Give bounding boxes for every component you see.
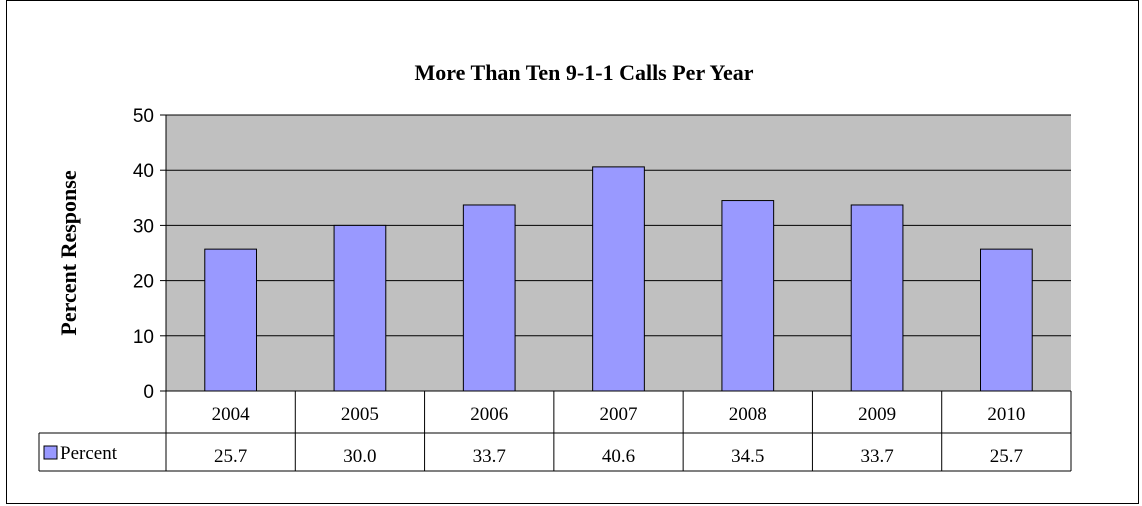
bar-2004 bbox=[204, 248, 258, 392]
bar-2009 bbox=[850, 204, 904, 392]
data-label-2008: 34.5 bbox=[731, 446, 764, 467]
y-tick-label-30: 30 bbox=[133, 216, 154, 237]
x-tick-label-2004: 2004 bbox=[212, 404, 251, 425]
x-tick-label-2008: 2008 bbox=[729, 404, 767, 425]
data-label-2010: 25.7 bbox=[990, 446, 1023, 467]
bar-2008 bbox=[721, 200, 775, 392]
plot-area: 0 10 20 30 40 50 2004 25.7 2005 30.0 2006 33.7 2007 4… bbox=[38, 106, 1072, 472]
y-tick-label-0: 0 bbox=[143, 382, 154, 403]
y-tick-label-20: 20 bbox=[133, 272, 154, 293]
x-tick-label-2009: 2009 bbox=[858, 404, 896, 425]
y-tick-label-40: 40 bbox=[133, 161, 154, 182]
x-tick-label-2010: 2010 bbox=[987, 404, 1025, 425]
data-label-2006: 33.7 bbox=[473, 446, 506, 467]
bar-2007 bbox=[592, 166, 645, 392]
data-label-2007: 40.6 bbox=[602, 446, 635, 467]
chart-svg: More Than Ten 9-1-1 Calls Per Year Perce… bbox=[38, 60, 1072, 472]
bar-2006 bbox=[462, 204, 516, 392]
bar-2010 bbox=[980, 248, 1033, 392]
x-tick-label-2006: 2006 bbox=[470, 404, 508, 425]
chart-frame: More Than Ten 9-1-1 Calls Per Year Perce… bbox=[6, 0, 1139, 504]
data-label-2005: 30.0 bbox=[343, 446, 376, 467]
chart-title: More Than Ten 9-1-1 Calls Per Year bbox=[415, 60, 754, 85]
bar-2005 bbox=[333, 224, 387, 392]
data-label-2004: 25.7 bbox=[214, 446, 247, 467]
x-tick-label-2007: 2007 bbox=[600, 404, 638, 425]
legend-label-percent: Percent bbox=[60, 443, 118, 464]
legend-swatch-percent bbox=[43, 445, 58, 460]
y-tick-label-50: 50 bbox=[133, 106, 154, 127]
data-label-2009: 33.7 bbox=[860, 446, 893, 467]
y-axis-label: Percent Response bbox=[56, 170, 81, 335]
y-tick-label-10: 10 bbox=[133, 327, 154, 348]
x-tick-label-2005: 2005 bbox=[341, 404, 379, 425]
